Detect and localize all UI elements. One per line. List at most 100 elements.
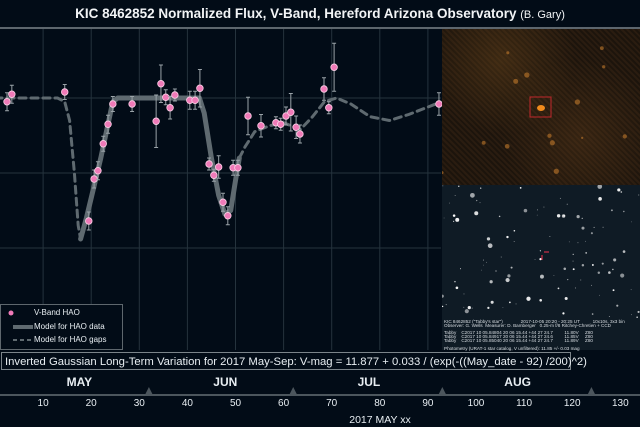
star bbox=[487, 306, 490, 310]
star bbox=[608, 271, 611, 274]
data-point bbox=[325, 104, 333, 112]
data-point bbox=[219, 198, 227, 206]
star bbox=[467, 305, 471, 310]
star bbox=[574, 287, 576, 289]
legend-item-model-data: Model for HAO data bbox=[34, 322, 105, 331]
star bbox=[591, 284, 592, 286]
data-point bbox=[162, 93, 170, 101]
x-tick-label: 20 bbox=[85, 398, 97, 409]
star bbox=[591, 313, 594, 315]
star bbox=[455, 286, 459, 290]
data-point bbox=[320, 85, 328, 93]
star bbox=[471, 307, 473, 309]
x-tick-label: 80 bbox=[374, 398, 386, 409]
data-point bbox=[128, 100, 136, 108]
data-point bbox=[85, 217, 93, 225]
star bbox=[549, 140, 555, 146]
data-point bbox=[61, 88, 69, 96]
chart-title: KIC 8462852 Normalized Flux, V-Band, Her… bbox=[0, 0, 640, 27]
data-point bbox=[296, 130, 304, 138]
star bbox=[513, 78, 519, 84]
formula-annotation: Inverted Gaussian Long-Term Variation fo… bbox=[1, 352, 587, 370]
model-gap-line bbox=[237, 96, 439, 160]
star bbox=[597, 271, 601, 274]
star bbox=[547, 133, 552, 138]
legend-item-model-gaps: Model for HAO gaps bbox=[34, 335, 107, 344]
data-points bbox=[3, 42, 443, 231]
star bbox=[576, 215, 580, 219]
star bbox=[506, 51, 510, 55]
x-tick-label: 30 bbox=[133, 398, 145, 409]
color-image-stars bbox=[440, 46, 627, 175]
star bbox=[536, 209, 538, 211]
star bbox=[612, 289, 615, 292]
x-axis-label: 2017 MAY xx bbox=[349, 414, 411, 426]
star bbox=[539, 298, 543, 302]
caption-line: Tabby C2017 10 05.85040 20 06 15.44 +44 … bbox=[444, 338, 593, 343]
star bbox=[506, 235, 509, 239]
star bbox=[553, 274, 555, 276]
star bbox=[452, 214, 456, 217]
legend-item-vband: V-Band HAO bbox=[34, 308, 80, 317]
legend: V-Band HAO Model for HAO data Model for … bbox=[0, 304, 123, 350]
bw-image-stars bbox=[440, 184, 640, 318]
data-point bbox=[196, 84, 204, 92]
star bbox=[464, 309, 469, 314]
star bbox=[440, 294, 444, 298]
month-boundary-marker bbox=[587, 387, 596, 395]
month-label: MAY bbox=[66, 375, 93, 389]
data-point bbox=[90, 175, 98, 183]
star bbox=[480, 187, 482, 189]
star bbox=[441, 305, 444, 308]
star bbox=[455, 217, 460, 222]
star bbox=[543, 206, 545, 208]
x-tick-label: 130 bbox=[611, 398, 629, 409]
data-point bbox=[94, 167, 102, 175]
month-label: AUG bbox=[504, 375, 531, 389]
star bbox=[568, 241, 570, 243]
data-point bbox=[171, 91, 179, 99]
star bbox=[572, 268, 575, 271]
month-label: JUL bbox=[357, 375, 381, 389]
star bbox=[440, 171, 444, 175]
star bbox=[460, 268, 462, 270]
star bbox=[623, 210, 625, 213]
data-point bbox=[214, 163, 223, 171]
star bbox=[523, 208, 528, 213]
star bbox=[475, 199, 478, 202]
data-point bbox=[287, 108, 295, 116]
data-point bbox=[330, 63, 338, 71]
x-tick-label: 100 bbox=[467, 398, 485, 409]
star bbox=[495, 270, 497, 272]
star bbox=[593, 226, 595, 228]
month-band bbox=[0, 387, 640, 396]
star bbox=[513, 229, 516, 232]
star bbox=[479, 202, 481, 204]
star bbox=[539, 258, 542, 261]
star bbox=[498, 215, 501, 218]
star bbox=[448, 202, 450, 204]
grid bbox=[0, 29, 441, 350]
caption-line: Tabby C2017 10 05.84917 20 06 15.44 +44 … bbox=[444, 334, 593, 340]
star bbox=[442, 185, 444, 187]
star bbox=[487, 243, 493, 249]
star bbox=[526, 296, 531, 301]
data-point bbox=[205, 160, 213, 168]
star bbox=[524, 72, 530, 78]
star bbox=[581, 226, 585, 230]
star bbox=[502, 307, 504, 308]
star bbox=[445, 304, 447, 306]
month-boundary-marker bbox=[144, 387, 153, 395]
star bbox=[454, 195, 456, 196]
star bbox=[638, 194, 640, 196]
star bbox=[553, 168, 559, 174]
star bbox=[482, 259, 484, 261]
star bbox=[574, 99, 581, 105]
data-point bbox=[191, 96, 199, 104]
star bbox=[566, 203, 568, 205]
star bbox=[612, 268, 614, 271]
star bbox=[481, 269, 483, 271]
star bbox=[577, 242, 579, 244]
star bbox=[510, 266, 513, 269]
